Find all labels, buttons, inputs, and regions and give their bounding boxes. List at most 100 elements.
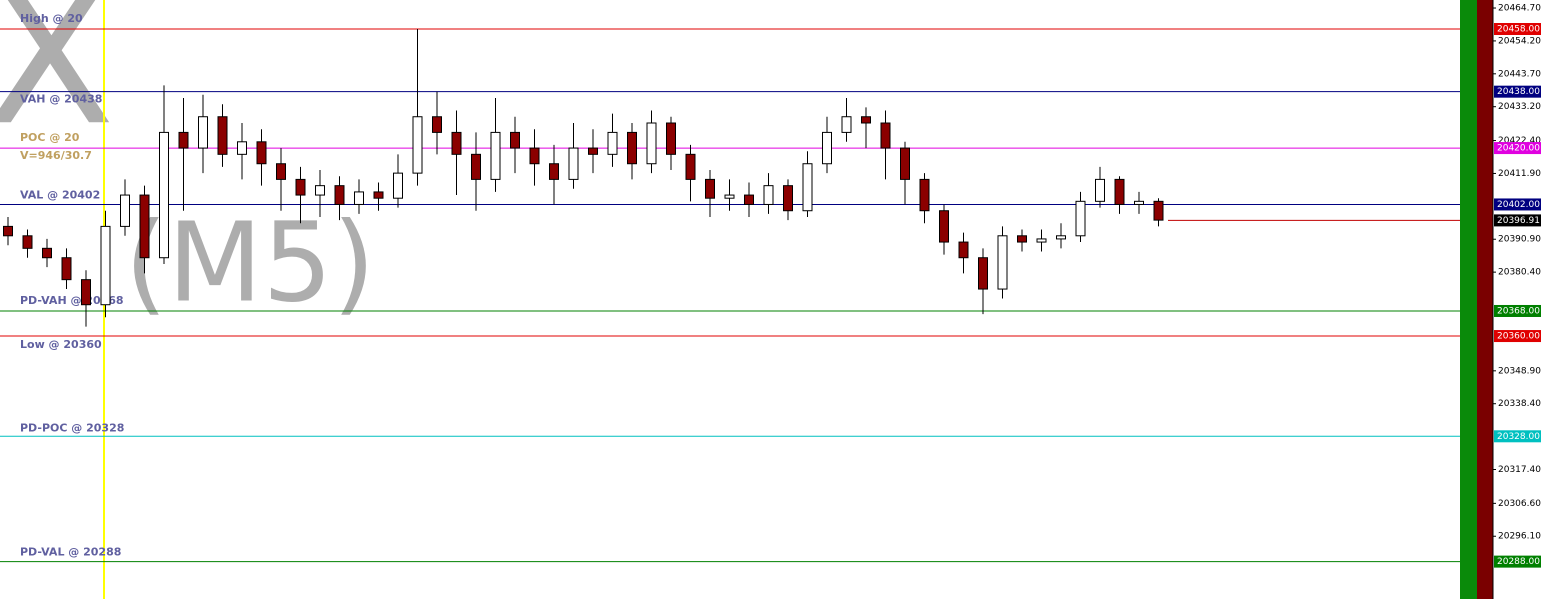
candle-body [373,191,384,199]
indicator-bar-red [1477,0,1493,599]
candle-body [919,178,930,212]
price-box [1494,330,1541,343]
price-box-label: 20360.00 [1497,332,1540,342]
price-tick-label: 20390.90 [1498,235,1541,245]
candle-body [646,122,657,165]
level-text: POC @ 20 [20,131,80,144]
price-tick-label: 20443.70 [1498,69,1541,79]
indicator-bar-green [1460,0,1477,599]
candle-body [627,131,637,165]
candle-body [354,191,364,205]
candle-body [159,131,169,259]
price-box-label: 20368.00 [1497,306,1540,316]
candle-body [237,141,247,155]
candle-body [139,194,150,259]
current-price-label: 20396.91 [1497,216,1540,226]
candle-body [198,116,208,149]
candle-body [178,131,189,149]
candle-body [529,147,540,165]
candle-body [393,172,403,199]
candle-body [666,122,676,155]
candle-body [802,163,813,212]
candle-body [22,235,33,249]
candle-body [432,116,442,133]
price-box [1494,555,1541,568]
price-box [1494,430,1541,443]
candle-body [256,141,267,165]
price-tick-label: 20348.90 [1498,366,1541,376]
price-tick-label: 20454.20 [1498,36,1541,46]
candle-body [334,185,345,205]
price-tick-label: 20338.40 [1498,399,1541,409]
candle-body [412,116,423,174]
level-text: High @ 20 [20,12,83,25]
candle-body [1075,200,1086,237]
candle-body [939,210,949,243]
price-tick-label: 20411.90 [1498,169,1541,179]
candle-body [1017,235,1027,243]
candle-body [217,116,228,155]
candle-body [295,178,306,196]
candle-body [1095,178,1105,202]
watermark-symbol: X [0,0,115,167]
price-box [1494,85,1541,98]
price-tick-label: 20306.60 [1498,499,1541,509]
candle-body [510,131,520,149]
price-box [1494,142,1541,155]
candle-body [685,153,696,180]
price-tick-label: 20433.20 [1498,102,1541,112]
candle-body [588,147,598,155]
price-box [1494,23,1541,36]
level-text: VAH @ 20438 [20,93,102,106]
candle-body [471,153,481,180]
candle-body [724,194,735,199]
level-text: PD-VAL @ 20288 [20,546,121,559]
candle-body [1036,238,1047,243]
price-box-label: 20438.00 [1497,87,1540,97]
candle-body [997,235,1008,290]
price-tick-label: 20296.10 [1498,532,1541,542]
level-text: VAL @ 20402 [20,188,100,201]
price-box-label: 20402.00 [1497,200,1540,210]
candle-body [451,131,462,155]
candle-body [490,131,501,180]
candle-body [841,116,852,133]
candle-body [744,194,754,205]
price-box-label: 20288.00 [1497,557,1540,567]
price-box [1494,198,1541,211]
price-tick-label: 20464.70 [1498,4,1541,14]
price-box-label: 20458.00 [1497,25,1540,35]
candle-body [276,163,286,180]
level-text: PD-VAH @ 20368 [20,294,124,307]
candle-body [705,178,715,199]
candle-body [763,185,774,205]
candle-body [861,116,871,124]
price-tick-label: 20317.40 [1498,465,1541,475]
price-box [1494,214,1541,227]
price-box-label: 20420.00 [1497,144,1540,154]
candle-body [1114,178,1125,205]
candle-body [120,194,130,227]
price-box-label: 20328.00 [1497,432,1540,442]
candle-body [1134,200,1144,205]
candle-body [978,257,988,290]
price-box [1494,304,1541,317]
candle-body [315,185,325,196]
level-text: Low @ 20360 [20,338,102,351]
candle-body [607,131,618,155]
candle-body [42,247,52,259]
candle-body [880,122,891,149]
candle-body [100,225,111,306]
candle-body [81,279,91,306]
candle-body [1056,235,1066,240]
candle-body [3,225,13,237]
candle-body [1153,200,1164,221]
candle-body [568,147,579,180]
price-tick-label: 20380.40 [1498,268,1541,278]
candle-body [783,185,793,212]
candle-body [958,241,969,259]
candle-body [61,257,72,281]
